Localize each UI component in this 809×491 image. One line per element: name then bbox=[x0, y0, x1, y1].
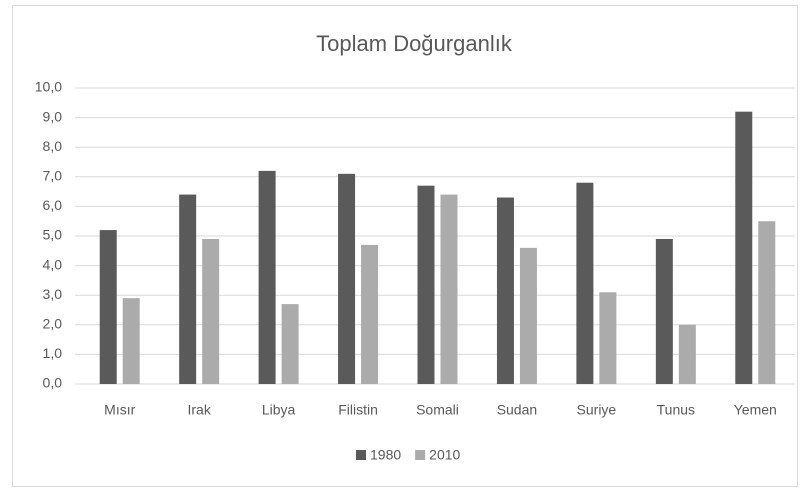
bar bbox=[678, 324, 696, 384]
bar bbox=[735, 111, 753, 385]
y-tick-label: 2,0 bbox=[43, 316, 63, 332]
x-tick-label: Irak bbox=[187, 402, 211, 418]
y-tick-label: 6,0 bbox=[43, 197, 63, 213]
bar bbox=[361, 244, 379, 384]
y-tick-label: 9,0 bbox=[43, 108, 63, 124]
chart-title: Toplam Doğurganlık bbox=[316, 31, 513, 56]
bar bbox=[599, 292, 617, 384]
bar bbox=[122, 298, 140, 384]
bar bbox=[202, 238, 220, 384]
bar bbox=[655, 238, 673, 384]
y-tick-label: 1,0 bbox=[43, 345, 63, 361]
bar bbox=[99, 230, 117, 384]
bar bbox=[440, 194, 458, 384]
bar bbox=[258, 170, 276, 384]
bar bbox=[281, 304, 299, 384]
y-tick-label: 4,0 bbox=[43, 256, 63, 272]
legend-swatch bbox=[356, 450, 366, 460]
legend-swatch bbox=[415, 450, 426, 460]
bar bbox=[417, 185, 435, 384]
y-tick-label: 5,0 bbox=[43, 227, 63, 243]
legend-label: 1980 bbox=[370, 447, 401, 463]
y-tick-label: 0,0 bbox=[43, 375, 63, 391]
x-tick-label: Filistin bbox=[338, 402, 378, 418]
y-tick-label: 7,0 bbox=[43, 168, 63, 184]
x-tick-label: Yemen bbox=[734, 402, 777, 418]
y-tick-label: 3,0 bbox=[43, 286, 63, 302]
bar bbox=[179, 194, 197, 384]
y-tick-label: 10,0 bbox=[35, 79, 62, 95]
x-tick-label: Suriye bbox=[577, 402, 617, 418]
bar bbox=[576, 182, 594, 384]
bar bbox=[758, 221, 776, 384]
x-tick-label: Libya bbox=[262, 402, 296, 418]
x-tick-label: Sudan bbox=[497, 402, 537, 418]
bar bbox=[338, 173, 356, 384]
x-tick-label: Somali bbox=[416, 402, 459, 418]
bar bbox=[496, 197, 514, 384]
x-tick-label: Tunus bbox=[657, 402, 695, 418]
x-tick-label: Mısır bbox=[104, 402, 135, 418]
y-tick-label: 8,0 bbox=[43, 138, 63, 154]
legend-label: 2010 bbox=[429, 447, 460, 463]
bar bbox=[519, 247, 537, 384]
